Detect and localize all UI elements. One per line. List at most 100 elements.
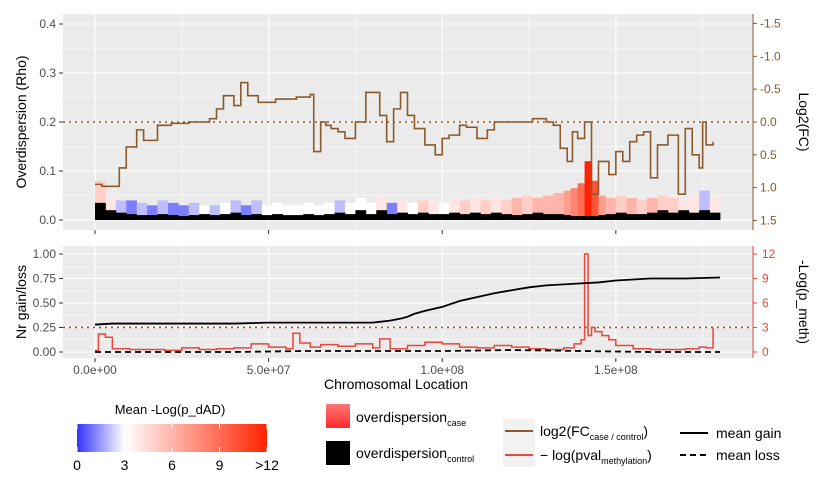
control-bar xyxy=(220,214,231,220)
control-bar xyxy=(261,215,273,220)
x-tick-label: 1.0e+08 xyxy=(420,363,464,377)
y-tick-label: 0.1 xyxy=(39,164,56,178)
case-bar xyxy=(657,195,669,220)
case-bar xyxy=(199,205,210,220)
case-bar xyxy=(490,197,502,220)
gradient-tick-label: 6 xyxy=(168,457,176,473)
case-bar xyxy=(136,202,148,220)
bottom-y2-axis-title: -Log(p_meth) xyxy=(796,260,812,344)
case-bar xyxy=(570,188,579,220)
bottom-panel-background xyxy=(63,246,753,358)
case-bar xyxy=(417,200,429,220)
control-bar xyxy=(324,214,335,220)
control-bar xyxy=(365,214,377,220)
control-bar xyxy=(522,214,533,220)
gradient-tick-label: >12 xyxy=(255,457,279,473)
case-bar xyxy=(355,197,367,220)
case-bar xyxy=(157,200,169,220)
control-bar xyxy=(438,214,450,220)
x-tick-label: 1.5e+08 xyxy=(594,363,638,377)
y2-tick-label: 0.5 xyxy=(760,148,777,162)
y-tick-label: 0.3 xyxy=(39,66,56,80)
control-bar xyxy=(570,216,579,220)
control-bar xyxy=(598,215,606,220)
case-bar xyxy=(147,205,158,220)
legend-label-pval: − log(pvalmethylation) xyxy=(540,447,652,466)
y2-tick-label: 9 xyxy=(762,272,769,286)
case-bar xyxy=(598,195,606,220)
case-bar xyxy=(178,205,190,220)
control-bar xyxy=(470,212,481,220)
control-bar xyxy=(407,214,419,220)
color-legend: log2(FCcase / control) − log(pvalmethyla… xyxy=(503,419,652,467)
control-bar xyxy=(105,210,117,220)
control-bar xyxy=(334,212,346,220)
case-bar xyxy=(709,197,721,220)
case-bar xyxy=(438,202,450,220)
control-bar xyxy=(147,215,158,220)
top-right-axis: -1.5 -1.0 -0.5 0.0 0.5 1.0 1.5 xyxy=(752,14,781,230)
control-bar xyxy=(230,212,242,220)
control-bar xyxy=(563,215,572,220)
legend-label-loss: mean loss xyxy=(716,447,780,463)
case-bar xyxy=(95,180,106,220)
case-bar xyxy=(428,200,440,220)
case-bar xyxy=(449,197,460,220)
case-bar xyxy=(511,197,523,220)
case-bar xyxy=(303,202,315,220)
y-tick-label: 0.75 xyxy=(33,272,57,286)
y-tick-label: 1.00 xyxy=(33,247,57,261)
case-bar xyxy=(126,200,138,220)
control-bar xyxy=(136,215,148,220)
control-bar xyxy=(282,215,294,220)
gradient-legend: Mean -Log(p_dAD) 0 3 6 9 >12 xyxy=(73,402,279,473)
control-bar xyxy=(292,215,304,220)
control-bar xyxy=(167,215,179,220)
control-bar xyxy=(188,215,200,220)
bottom-left-axis: 0.00 0.25 0.50 0.75 1.00 xyxy=(33,247,63,359)
case-bar xyxy=(532,197,544,220)
control-bar xyxy=(397,212,408,220)
case-bar xyxy=(397,200,408,220)
case-bar xyxy=(313,205,325,220)
control-bar xyxy=(709,212,721,220)
top-marks xyxy=(63,81,753,220)
control-bar xyxy=(626,214,638,220)
case-bar xyxy=(209,205,221,220)
control-bar xyxy=(511,215,523,220)
control-bar xyxy=(667,212,679,220)
case-bar xyxy=(188,202,200,220)
y2-tick-label: -1.0 xyxy=(760,49,781,63)
case-bar xyxy=(480,200,492,220)
control-bar xyxy=(251,214,263,220)
case-bar xyxy=(667,197,679,220)
case-bar xyxy=(407,202,419,220)
control-bar xyxy=(209,215,221,220)
case-bar xyxy=(501,200,513,220)
control-bar xyxy=(178,216,190,220)
control-bar xyxy=(417,212,429,220)
case-bar xyxy=(605,197,617,220)
x-tick-label: 0.0e+00 xyxy=(73,363,117,377)
y2-tick-label: 1.5 xyxy=(760,214,777,228)
control-bar xyxy=(647,212,658,220)
control-bar xyxy=(355,210,367,220)
case-bar xyxy=(230,200,242,220)
case-bar xyxy=(105,197,117,220)
bottom-y-axis-title: Nr gain/loss xyxy=(13,265,29,339)
control-bar xyxy=(678,210,690,220)
control-bar xyxy=(115,212,127,220)
control-bar xyxy=(490,212,502,220)
top-y2-axis-title: Log2(FC) xyxy=(796,92,812,151)
legend-key-case xyxy=(326,404,350,428)
gradient-tick-label: 9 xyxy=(216,457,224,473)
case-bar xyxy=(345,202,356,220)
case-bar xyxy=(591,180,599,220)
top-panel: 0.0 0.1 0.2 0.3 0.4 -1.5 -1.0 -0.5 0.0 0.5 1.0 1.5… xyxy=(13,14,812,230)
control-bar xyxy=(480,214,492,220)
y2-tick-label: -0.5 xyxy=(760,82,781,96)
gradient-tick-label: 3 xyxy=(121,457,129,473)
control-bar xyxy=(376,210,388,220)
logfc-line xyxy=(95,81,714,196)
